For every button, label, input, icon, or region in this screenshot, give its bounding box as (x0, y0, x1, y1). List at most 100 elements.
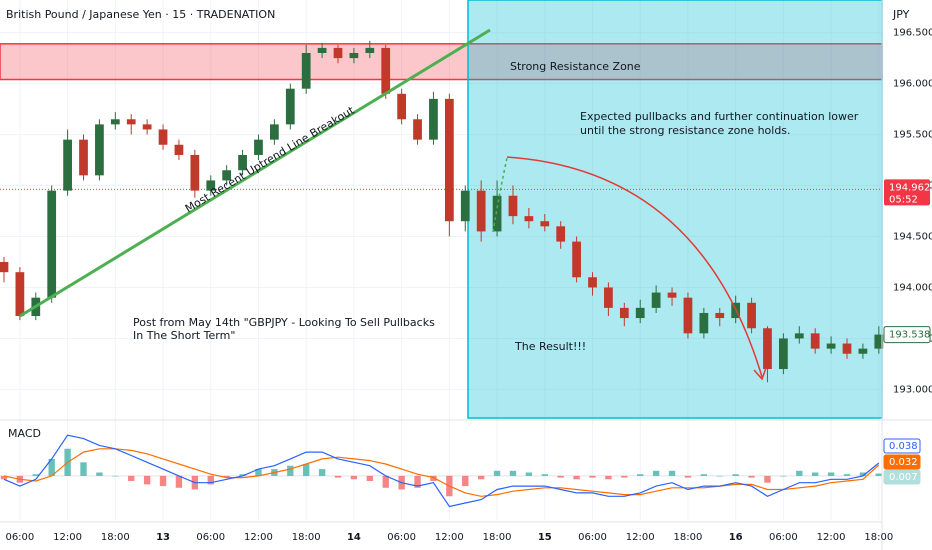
candle-body (222, 170, 232, 181)
candle-body (572, 241, 581, 278)
x-tick-label: 15 (538, 532, 552, 543)
y-tick-label: 196.000 (893, 79, 932, 90)
y-tick-label: 194.500 (893, 232, 932, 243)
candle-body (588, 277, 597, 288)
result-arc (506, 156, 763, 378)
macd-histogram (318, 469, 326, 476)
candle-body (110, 119, 120, 125)
candle-body (794, 333, 804, 339)
macd-histogram (573, 475, 580, 480)
candle-body (715, 312, 725, 319)
candle-body (858, 348, 868, 354)
x-tick-label: 18:00 (101, 532, 130, 543)
macd-title: MACD (8, 427, 41, 440)
candle-body (810, 333, 820, 349)
post-line-1: Post from May 14th "GBPJPY - Looking To … (133, 316, 435, 329)
macd-histogram (493, 470, 501, 476)
candle-body (842, 343, 852, 354)
last-price-label: 193.538 (889, 330, 930, 341)
macd-value-label: 0.038 (889, 441, 918, 452)
macd-histogram (748, 475, 755, 478)
zone-layer (0, 43, 883, 81)
macd-histogram (827, 472, 835, 476)
macd-histogram (684, 475, 692, 478)
candle-body (0, 261, 9, 273)
macd-histogram (207, 475, 214, 485)
macd-histogram (96, 472, 103, 476)
candle-body (79, 139, 88, 176)
macd-histogram (159, 475, 167, 487)
candle-body (63, 139, 72, 191)
macd-histogram (128, 475, 135, 481)
result-label: The Result!!! (514, 340, 586, 353)
candle-body (397, 93, 407, 120)
candle-body (95, 124, 104, 176)
macd-histogram (462, 475, 469, 487)
candle-body (381, 47, 391, 94)
candle-body (285, 88, 295, 125)
candle-body (524, 216, 534, 222)
macd-value-label: 0.007 (889, 472, 918, 483)
macd-histogram (112, 475, 119, 477)
x-tick-label: 18:00 (864, 532, 893, 543)
candle-body (747, 302, 756, 329)
pullback-dash (492, 157, 508, 233)
x-tick-label: 12:00 (626, 532, 655, 543)
candle-body (413, 119, 422, 140)
x-tick-label: 06:00 (387, 532, 416, 543)
candle-body (349, 53, 359, 59)
resistance-zone (0, 43, 883, 81)
x-tick-label: 18:00 (483, 532, 512, 543)
macd-histogram (477, 475, 485, 480)
macd-histogram (541, 474, 548, 476)
x-tick-label: 18:00 (292, 532, 321, 543)
macd-histogram (175, 475, 183, 488)
macd-histogram (430, 475, 437, 481)
macd-macd (3, 434, 880, 508)
macd-histogram (796, 470, 803, 476)
axis-layer: 196.500196.000195.500195.000194.500194.0… (5, 28, 932, 543)
candle-body (492, 195, 502, 232)
macd-histogram (414, 475, 421, 488)
macd-value-box (883, 469, 921, 485)
expected-line-2: until the strong resistance zone holds. (580, 124, 791, 137)
candle-body (15, 272, 25, 317)
macd-value-box (883, 454, 921, 470)
macd-histogram (303, 464, 310, 476)
candle-body (301, 53, 311, 89)
candle-body (142, 124, 152, 130)
y-tick-label: 193.000 (893, 384, 932, 395)
marks (0, 40, 884, 508)
x-tick-label: 06:00 (578, 532, 607, 543)
candle-body (206, 180, 216, 191)
candle-body (429, 98, 438, 140)
candle-body (333, 47, 343, 59)
macd-histogram (859, 472, 867, 476)
candle-body (874, 334, 884, 349)
macd-histogram (652, 470, 660, 476)
macd-histogram (143, 475, 151, 485)
macd-histogram (668, 470, 676, 476)
candle-body (190, 154, 200, 191)
price-line-timer: 05:52 (889, 194, 918, 205)
candle-body (47, 190, 57, 298)
macd-histogram (812, 472, 819, 476)
x-tick-label: 12:00 (53, 532, 82, 543)
post-line-2: In The Short Term" (133, 329, 235, 342)
candle-body (779, 338, 788, 370)
macd-histogram (525, 472, 533, 476)
macd-histogram (843, 474, 851, 476)
macd-histogram (875, 473, 882, 476)
candle-body (238, 154, 247, 171)
candle-body (444, 98, 454, 222)
candle-body (317, 47, 327, 54)
candle-body (126, 119, 136, 125)
result-arrow (753, 367, 767, 381)
macd-histogram (621, 475, 628, 478)
x-tick-label: 18:00 (674, 532, 703, 543)
price-line-label: 194.962 (889, 182, 930, 193)
macd-histogram (780, 475, 787, 477)
zone-label: Strong Resistance Zone (510, 60, 641, 73)
candle-body (508, 195, 518, 217)
